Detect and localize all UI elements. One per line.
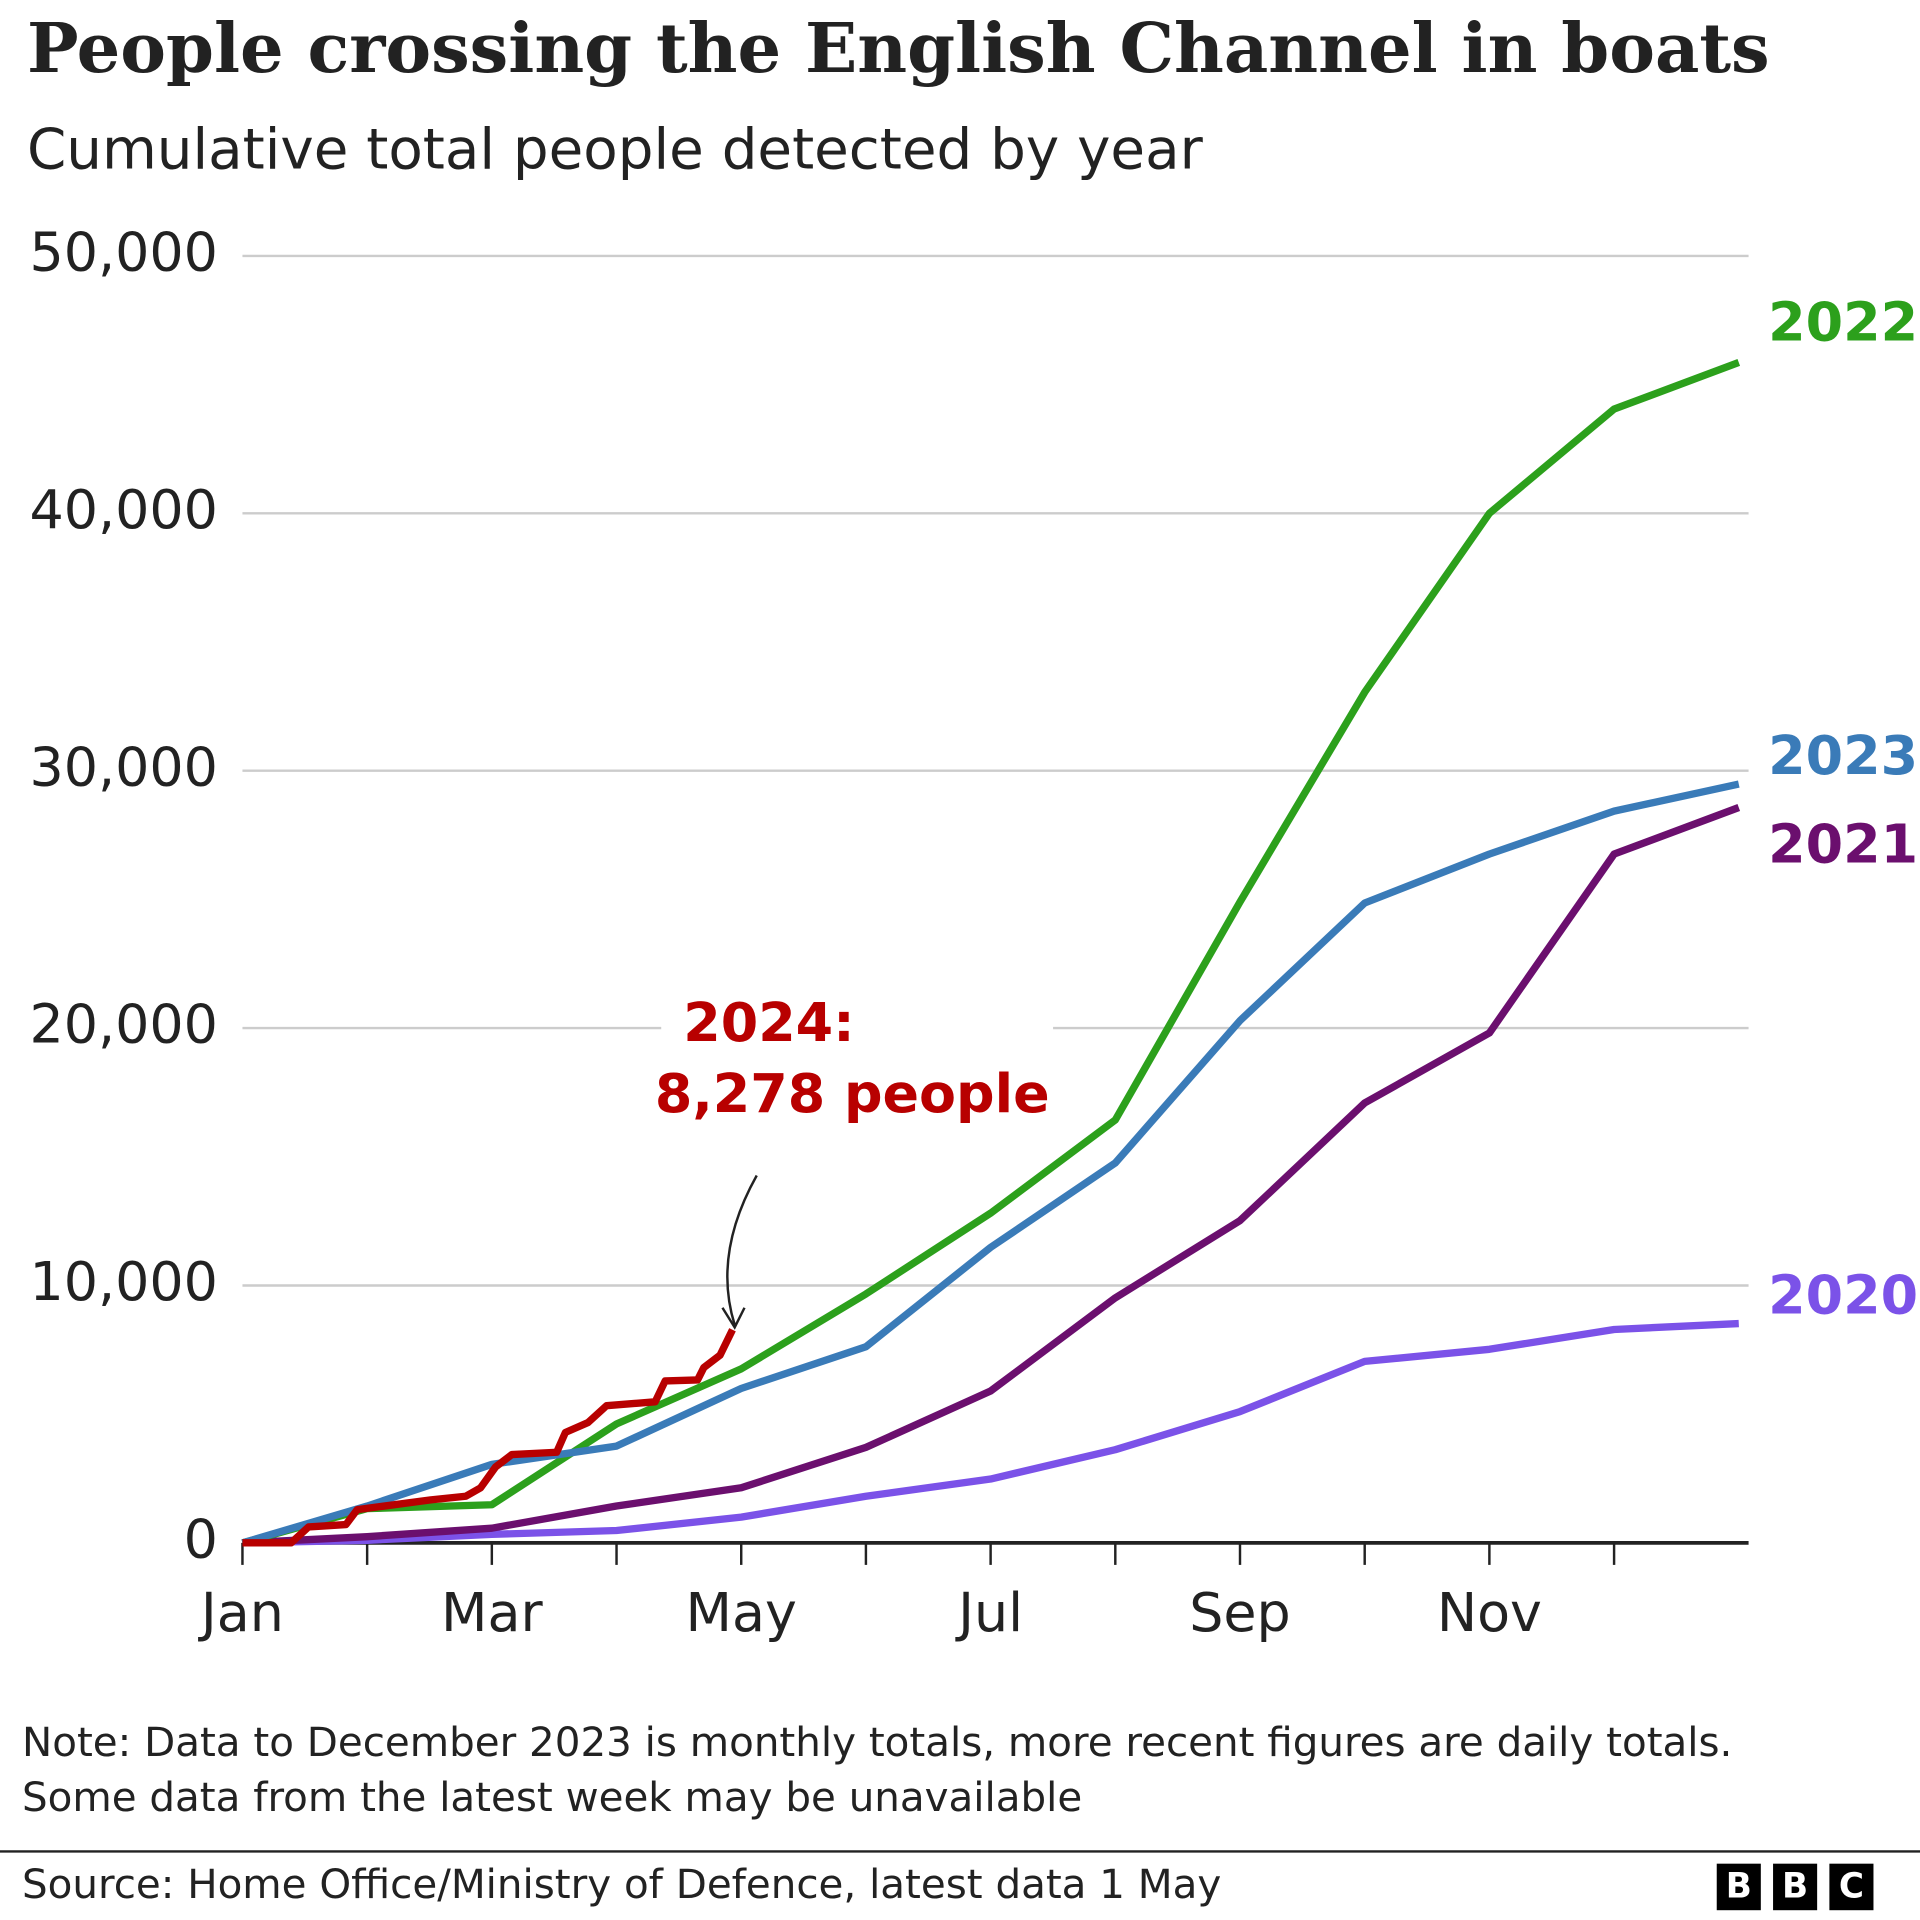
x-tick-label: Mar (441, 1581, 543, 1644)
series-label: 2021 (1768, 813, 1918, 876)
annotation-arrow (726, 1174, 758, 1326)
series-label: 2022 (1768, 290, 1918, 353)
logo: B B C (1716, 1863, 1874, 1911)
series-label: 2020 (1768, 1264, 1918, 1327)
series-line (242, 1319, 1739, 1547)
logo-letter: B (1726, 1867, 1752, 1907)
logo-letter: B (1782, 1867, 1808, 1907)
logo-letter: C (1839, 1867, 1864, 1907)
chart-subtitle: Cumulative total people detected by year (27, 118, 1204, 183)
x-tick-label: Jan (198, 1581, 284, 1644)
annotation-bg (661, 985, 1054, 1133)
note: Note: Data to December 2023 is monthly t… (22, 1718, 1732, 1766)
y-tick-label: 20,000 (29, 993, 217, 1056)
x-tick-label: May (686, 1581, 797, 1644)
y-tick-label: 50,000 (29, 221, 217, 284)
series-line-2024 (242, 1328, 736, 1547)
x-tick-label: Jul (955, 1581, 1023, 1644)
note: Some data from the latest week may be un… (22, 1773, 1082, 1821)
x-tick-label: Sep (1189, 1581, 1291, 1644)
annotation: 8,278 people (655, 1062, 1050, 1125)
y-tick-label: 0 (184, 1507, 218, 1570)
y-tick-label: 10,000 (29, 1250, 217, 1313)
series-line (241, 359, 1741, 1547)
source: Source: Home Office/Ministry of Defence,… (22, 1860, 1221, 1908)
y-tick-label: 30,000 (29, 735, 217, 798)
series-label: 2023 (1768, 724, 1918, 787)
annotation-arrowhead (721, 1307, 746, 1330)
y-tick-label: 40,000 (29, 478, 217, 541)
chart-title: People crossing the English Channel in b… (27, 9, 1770, 89)
series-line (242, 804, 1741, 1547)
x-tick-label: Nov (1437, 1581, 1542, 1644)
series-line (241, 780, 1740, 1547)
annotation: 2024: (683, 991, 854, 1054)
